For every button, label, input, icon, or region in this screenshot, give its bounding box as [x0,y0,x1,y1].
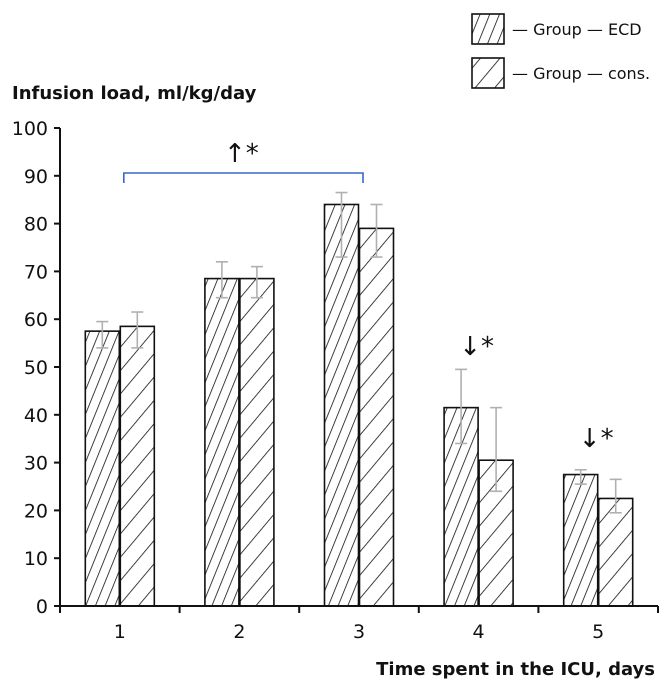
x-axis-ticks: 1 2 3 4 5 [59,606,659,643]
error-bars [96,191,622,514]
x-tick-label: 3 [353,621,365,643]
y-tick-label: 10 [24,548,48,570]
y-tick-label: 40 [24,405,48,427]
bar-ecd-day-1 [84,330,121,607]
x-tick-label: 5 [592,621,604,643]
significance-marker: ↓* [459,332,494,362]
bars [84,203,634,607]
y-tick-label: 80 [24,214,48,236]
bar-cons-day-1 [119,325,156,607]
bar-cons-day-3 [358,227,395,607]
legend-swatch [471,57,505,89]
bar-ecd-day-3 [323,203,360,607]
significance-annotations: ↑* ↓* ↓* [123,139,614,454]
bar-cons-day-5 [597,497,634,607]
x-tick-label: 1 [114,621,126,643]
y-tick-label: 90 [24,166,48,188]
y-tick-label: 70 [24,261,48,283]
legend-label: — Group — cons. [512,64,650,83]
error-bar [455,368,468,445]
significance-marker: ↓* [579,424,614,454]
significance-bracket [123,172,364,183]
error-bar [574,468,587,485]
y-axis-ticks: 0 10 20 30 40 50 60 70 80 90 100 [12,118,60,618]
y-tick-label: 60 [24,309,48,331]
y-tick-label: 100 [12,118,48,140]
x-tick-label: 2 [233,621,245,643]
bar-ecd-day-5 [562,473,599,607]
error-bar [490,406,503,493]
error-bar [96,320,109,349]
error-bar [370,203,383,258]
y-tick-label: 0 [36,596,48,618]
y-tick-label: 30 [24,453,48,475]
x-tick-label: 4 [473,621,485,643]
legend-swatch [471,13,505,45]
error-bar [335,191,348,258]
error-bar [215,261,228,299]
x-axis-title: Time spent in the ICU, days [376,659,655,680]
y-tick-label: 50 [24,357,48,379]
bar-cons-day-2 [239,277,275,607]
legend: — Group — ECD — Group — cons. [471,13,650,89]
error-bar [609,478,622,514]
significance-marker: ↑* [224,139,259,169]
error-bar [131,311,144,349]
y-tick-label: 20 [24,500,48,522]
error-bar [250,265,263,299]
bar-ecd-day-2 [204,277,240,607]
y-axis-title: Infusion load, ml/kg/day [12,83,257,104]
legend-label: — Group — ECD [512,20,642,39]
